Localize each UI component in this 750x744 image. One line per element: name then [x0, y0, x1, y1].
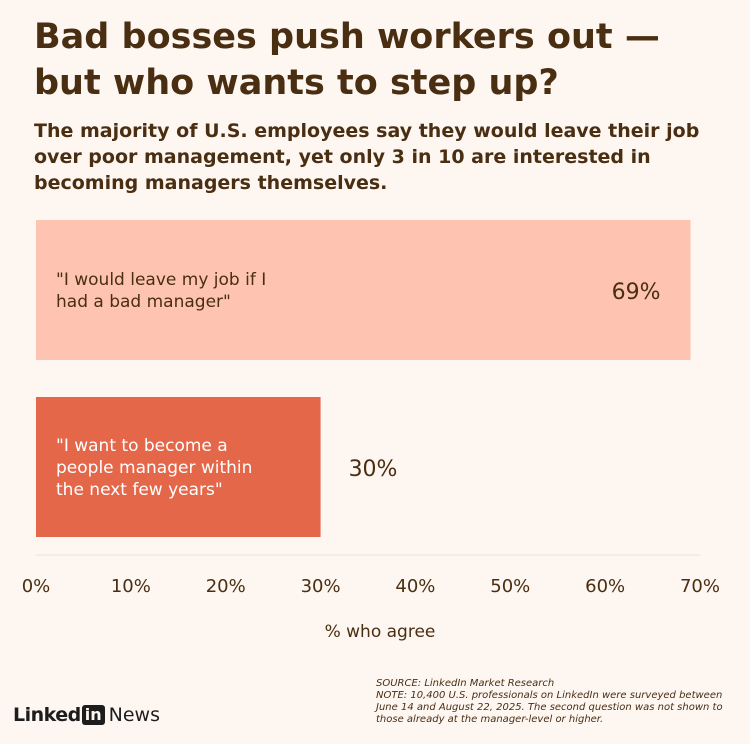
x-tick-label: 50% [490, 576, 530, 597]
logo-news: News [108, 704, 160, 726]
x-tick-label: 40% [395, 576, 435, 597]
bar-category-label: people manager within [56, 458, 252, 478]
logo-brand: Linked [13, 704, 81, 726]
note-line: June 14 and August 22, 2025. The second … [376, 702, 723, 713]
x-tick-label: 20% [206, 576, 246, 597]
chart-subtitle: The majority of U.S. employees say they … [34, 120, 700, 194]
bar-category-label: "I want to become a [56, 436, 228, 456]
linkedin-icon: in [81, 705, 105, 725]
bar-category-label: had a bad manager" [56, 292, 231, 312]
bar-category-label: "I would leave my job if I [56, 270, 266, 290]
linkedin-news-logo: Linked in News [13, 703, 160, 727]
x-tick-label: 60% [585, 576, 625, 597]
x-axis-title: % who agree [324, 622, 436, 642]
note-line: those already at the manager-level or hi… [376, 714, 604, 725]
note-line: NOTE: 10,400 U.S. professionals on Linke… [376, 690, 723, 701]
bar [36, 397, 321, 537]
x-tick-label: 30% [301, 576, 341, 597]
x-tick-label: 70% [680, 576, 720, 597]
source-note: SOURCE: LinkedIn Market Research NOTE: 1… [376, 678, 748, 726]
bar [36, 220, 691, 360]
x-tick-label: 10% [111, 576, 151, 597]
chart-title: Bad bosses push workers out — but who wa… [34, 17, 660, 103]
x-tick-label: 0% [22, 576, 51, 597]
bar-value-label: 69% [612, 280, 661, 305]
source-text: SOURCE: LinkedIn Market Research [376, 678, 555, 689]
bar-value-label: 30% [349, 457, 398, 482]
bar-category-label: the next few years" [56, 480, 223, 500]
